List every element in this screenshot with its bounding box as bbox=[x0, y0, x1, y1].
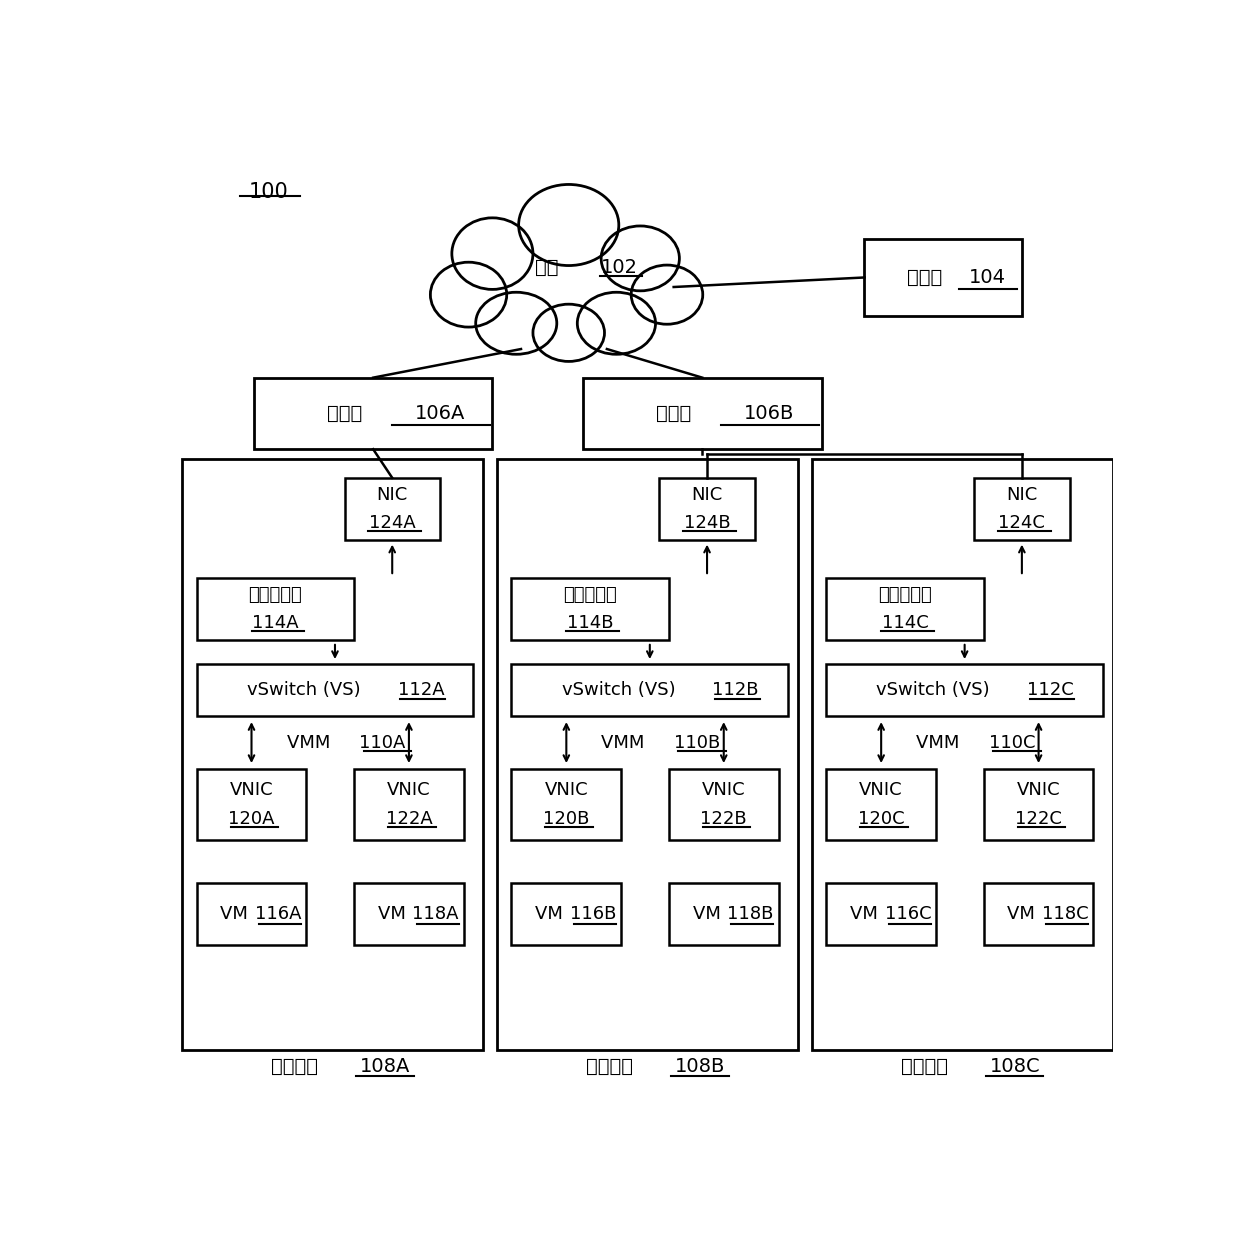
Text: 106B: 106B bbox=[744, 404, 795, 422]
Bar bbox=[812, 458, 1112, 1051]
Bar bbox=[975, 478, 1070, 540]
Bar bbox=[197, 577, 355, 641]
Bar bbox=[826, 883, 936, 945]
Text: 120C: 120C bbox=[858, 810, 904, 828]
Text: 120A: 120A bbox=[228, 810, 275, 828]
Text: 108C: 108C bbox=[990, 1057, 1040, 1075]
Text: 计算设备: 计算设备 bbox=[585, 1057, 632, 1075]
Bar bbox=[983, 768, 1094, 840]
Text: 124C: 124C bbox=[998, 514, 1045, 532]
Bar bbox=[197, 664, 474, 716]
Bar bbox=[355, 768, 464, 840]
Ellipse shape bbox=[533, 305, 604, 362]
Text: 交换机: 交换机 bbox=[656, 404, 691, 422]
Text: VNIC: VNIC bbox=[387, 782, 430, 799]
Ellipse shape bbox=[518, 185, 619, 265]
Text: 管理站: 管理站 bbox=[906, 268, 942, 287]
Text: 108B: 108B bbox=[675, 1057, 725, 1075]
Text: 122B: 122B bbox=[701, 810, 746, 828]
Text: 112C: 112C bbox=[1027, 681, 1074, 699]
Text: 计算设备: 计算设备 bbox=[270, 1057, 317, 1075]
Text: 102: 102 bbox=[601, 259, 637, 278]
Text: 计算设备: 计算设备 bbox=[900, 1057, 947, 1075]
Text: vSwitch (VS): vSwitch (VS) bbox=[247, 681, 366, 699]
Text: VMM: VMM bbox=[916, 733, 966, 752]
Ellipse shape bbox=[631, 265, 703, 325]
Text: VM: VM bbox=[536, 906, 569, 923]
Text: NIC: NIC bbox=[692, 486, 723, 503]
Text: 106A: 106A bbox=[414, 404, 465, 422]
Text: VNIC: VNIC bbox=[544, 782, 588, 799]
Bar bbox=[668, 768, 779, 840]
Text: 110B: 110B bbox=[675, 733, 720, 752]
Text: 116B: 116B bbox=[570, 906, 616, 923]
Bar bbox=[826, 768, 936, 840]
Text: 112A: 112A bbox=[398, 681, 444, 699]
Text: 118B: 118B bbox=[728, 906, 774, 923]
Ellipse shape bbox=[476, 292, 557, 354]
Bar bbox=[864, 239, 1022, 316]
Bar bbox=[983, 883, 1094, 945]
Bar bbox=[345, 478, 440, 540]
Bar bbox=[826, 577, 983, 641]
Text: 122C: 122C bbox=[1016, 810, 1061, 828]
Text: VM: VM bbox=[851, 906, 884, 923]
Text: 100: 100 bbox=[248, 182, 288, 202]
Text: 124B: 124B bbox=[683, 514, 730, 532]
Text: 124A: 124A bbox=[368, 514, 415, 532]
Text: vSwitch (VS): vSwitch (VS) bbox=[877, 681, 996, 699]
Text: 114B: 114B bbox=[567, 615, 614, 632]
Text: VM: VM bbox=[378, 906, 412, 923]
Bar bbox=[511, 883, 621, 945]
Text: 交换机: 交换机 bbox=[327, 404, 362, 422]
Ellipse shape bbox=[578, 292, 656, 354]
Text: NIC: NIC bbox=[377, 486, 408, 503]
Text: VNIC: VNIC bbox=[702, 782, 745, 799]
Bar bbox=[660, 478, 755, 540]
Text: 116C: 116C bbox=[884, 906, 931, 923]
Bar bbox=[668, 883, 779, 945]
Ellipse shape bbox=[451, 218, 533, 290]
Bar bbox=[583, 378, 822, 450]
Text: VM: VM bbox=[693, 906, 727, 923]
Text: 120B: 120B bbox=[543, 810, 589, 828]
Text: VNIC: VNIC bbox=[859, 782, 903, 799]
Text: 114A: 114A bbox=[252, 615, 299, 632]
Text: VNIC: VNIC bbox=[229, 782, 273, 799]
Bar bbox=[511, 577, 668, 641]
Text: 104: 104 bbox=[968, 268, 1006, 287]
Text: VNIC: VNIC bbox=[1017, 782, 1060, 799]
Text: 网络: 网络 bbox=[534, 259, 558, 278]
Bar bbox=[197, 768, 306, 840]
Text: 118A: 118A bbox=[413, 906, 459, 923]
Text: 端口选择器: 端口选择器 bbox=[878, 586, 932, 603]
Text: VM: VM bbox=[221, 906, 254, 923]
Text: VMM: VMM bbox=[286, 733, 336, 752]
Bar bbox=[355, 883, 464, 945]
Bar bbox=[511, 768, 621, 840]
Text: 112B: 112B bbox=[713, 681, 759, 699]
Bar bbox=[197, 883, 306, 945]
Text: 端口选择器: 端口选择器 bbox=[563, 586, 618, 603]
Text: 110A: 110A bbox=[360, 733, 405, 752]
Text: vSwitch (VS): vSwitch (VS) bbox=[562, 681, 681, 699]
Bar bbox=[254, 378, 492, 450]
Ellipse shape bbox=[601, 225, 680, 291]
Text: 端口选择器: 端口选择器 bbox=[248, 586, 303, 603]
Text: 110C: 110C bbox=[990, 733, 1035, 752]
Text: 122A: 122A bbox=[386, 810, 433, 828]
Text: VMM: VMM bbox=[601, 733, 651, 752]
Bar bbox=[511, 664, 789, 716]
Ellipse shape bbox=[430, 263, 507, 327]
Text: VM: VM bbox=[1007, 906, 1042, 923]
Text: 114C: 114C bbox=[882, 615, 929, 632]
Text: 116A: 116A bbox=[255, 906, 301, 923]
Bar bbox=[497, 458, 797, 1051]
Text: 108A: 108A bbox=[360, 1057, 410, 1075]
Text: 118C: 118C bbox=[1042, 906, 1089, 923]
Bar bbox=[182, 458, 482, 1051]
Bar bbox=[826, 664, 1102, 716]
Text: NIC: NIC bbox=[1006, 486, 1038, 503]
